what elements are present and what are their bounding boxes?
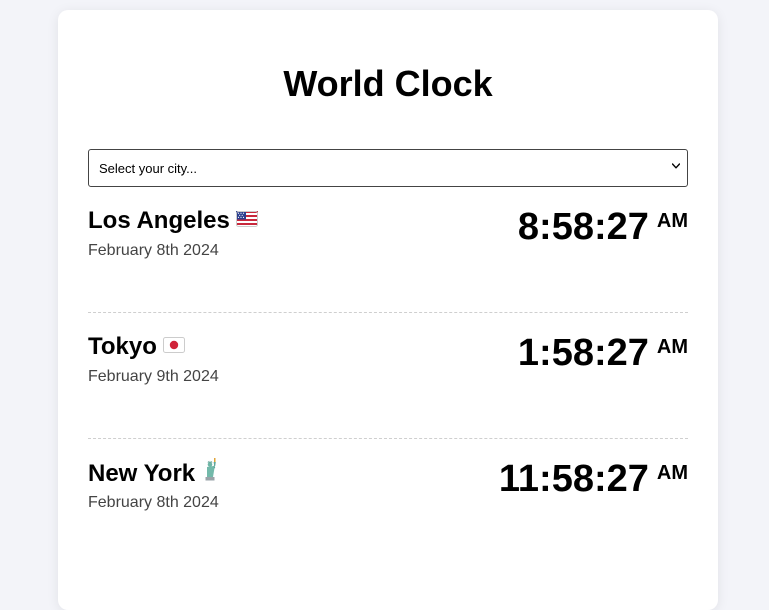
- city-select[interactable]: Select your city...: [88, 149, 688, 187]
- clock-time-value: 8:58:27: [517, 206, 649, 248]
- clock-time-value: 1:58:27: [517, 332, 649, 374]
- city-select-wrapper: Select your city...: [88, 149, 688, 187]
- clock-time: 1:58:27 AM: [518, 331, 688, 375]
- clock-row-tokyo: Tokyo February 9th 2024 1:58:27 AM: [88, 313, 688, 439]
- clock-ampm: AM: [656, 336, 688, 358]
- clock-date: February 8th 2024: [88, 494, 219, 511]
- page-title: World Clock: [283, 63, 493, 104]
- clock-row-los-angeles: Los Angeles: [88, 187, 688, 313]
- clock-date: February 9th 2024: [88, 368, 219, 385]
- city-name: New York: [88, 459, 196, 487]
- clock-time: 8:58:27 AM: [518, 205, 688, 249]
- japan-flag-icon: [162, 332, 185, 360]
- us-flag-icon: [235, 206, 258, 234]
- clock-ampm: AM: [656, 462, 688, 484]
- statue-of-liberty-icon: [201, 457, 221, 488]
- clock-time: 11:58:27 AM: [499, 457, 688, 501]
- city-name: Los Angeles: [88, 207, 230, 234]
- clock-date: February 8th 2024: [88, 242, 219, 259]
- city-name-line: Tokyo: [88, 333, 185, 362]
- world-clock-card: World Clock Select your city... Los Ange…: [58, 10, 718, 610]
- clock-row-new-york: New York February 8th 2024 11:58:27 AM: [88, 439, 688, 565]
- clock-time-value: 11:58:27: [498, 458, 649, 500]
- city-name: Tokyo: [88, 333, 157, 360]
- city-name-line: New York: [88, 457, 221, 490]
- city-name-line: Los Angeles: [88, 207, 258, 236]
- clock-ampm: AM: [656, 210, 688, 232]
